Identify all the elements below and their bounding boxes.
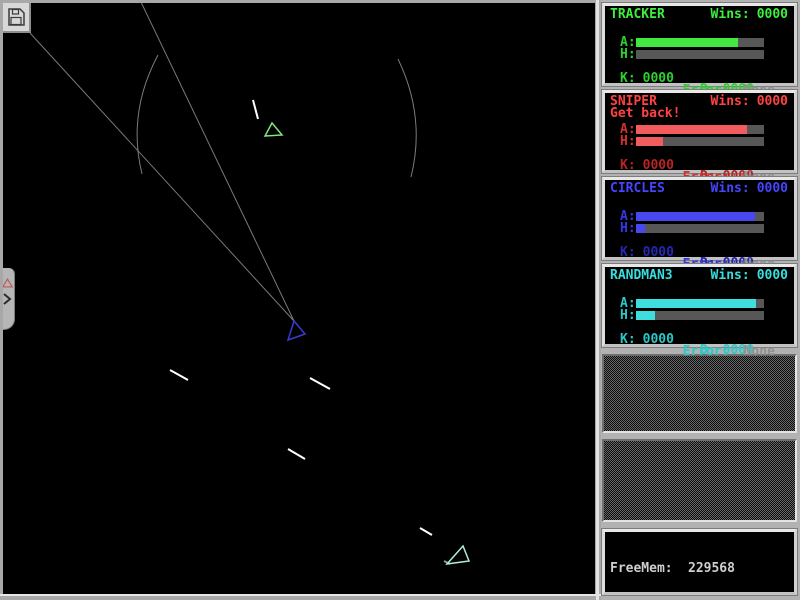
wins-counter: Wins: 0000 — [710, 7, 788, 22]
armor-track — [636, 38, 764, 47]
armor-bar: A: — [620, 209, 794, 224]
kill-death-row: K:0000 D:0000 — [605, 323, 794, 367]
heat-fill — [636, 137, 663, 146]
kills-counter: K: 0000 — [620, 332, 674, 347]
heat-label: H: — [620, 221, 636, 236]
projectile — [169, 369, 189, 381]
armor-label: A: — [620, 296, 636, 311]
heat-bar: H: — [620, 221, 794, 236]
wins-counter: Wins: 0000 — [710, 94, 788, 109]
armor-label: A: — [620, 209, 636, 224]
wins-counter: Wins: 0000 — [710, 268, 788, 283]
robot-message: Get back! — [610, 106, 681, 121]
heat-label: H: — [620, 47, 636, 62]
heat-bar: H: — [620, 134, 794, 149]
scanner-beam — [140, 3, 295, 322]
floppy-disk-icon — [7, 7, 25, 26]
projectile — [419, 527, 433, 536]
arena-canvas — [29, 3, 471, 566]
heat-label: H: — [620, 134, 636, 149]
armor-track — [636, 299, 764, 308]
circles-robot — [286, 319, 307, 342]
heat-track — [636, 50, 764, 59]
armor-label: A: — [620, 122, 636, 137]
robot-name: TRACKER — [610, 7, 665, 22]
robot-panel-circles: CIRCLES Wins:0000 A: H: K:0000 D:0000 Er… — [601, 176, 798, 271]
robot-panel-tracker: TRACKER Wins:0000 A: H: K:0000 D:0000 Er… — [601, 2, 798, 97]
projectile — [287, 448, 306, 460]
scan-arc — [136, 54, 159, 175]
kills-counter: K: 0000 — [620, 158, 674, 173]
save-button[interactable] — [3, 3, 31, 33]
heat-fill — [636, 224, 645, 233]
armor-track — [636, 212, 764, 221]
empty-robot-slot — [602, 354, 797, 433]
battle-arena — [3, 3, 595, 594]
panel-title-row: CIRCLES Wins: 0000 — [610, 181, 788, 196]
panel-title-row: TRACKER Wins: 0000 — [610, 7, 788, 22]
error-row: Error: None — [620, 335, 794, 368]
heat-track — [636, 137, 764, 146]
projectile — [252, 99, 259, 120]
heat-bar: H: — [620, 47, 794, 62]
scanner-beam — [29, 32, 295, 322]
heat-track — [636, 224, 764, 233]
window-frame-bottom — [0, 594, 601, 596]
armor-bar: A: — [620, 296, 794, 311]
drawer-handle[interactable] — [3, 268, 15, 330]
heat-track — [636, 311, 764, 320]
projectile — [309, 377, 331, 390]
robot-name: SNIPER — [610, 94, 657, 109]
chevron-right-icon — [3, 293, 12, 305]
heat-fill — [636, 311, 656, 320]
armor-bar: A: — [620, 122, 794, 137]
kills-counter: K: 0000 — [620, 71, 674, 86]
robot-name: CIRCLES — [610, 181, 665, 196]
red-triangle-icon — [3, 278, 13, 288]
armor-fill — [636, 38, 739, 47]
robot-panel-sniper: SNIPER Wins: 0000 Get back! A: H: K: 0000 … — [601, 89, 798, 184]
armor-track — [636, 125, 764, 134]
kills-counter: K: 0000 — [620, 245, 674, 260]
armor-fill — [636, 212, 756, 221]
error-label: Error: — [682, 344, 730, 359]
robot-name: RANDMAN3 — [610, 268, 673, 283]
wins-counter: Wins: 0000 — [710, 181, 788, 196]
armor-label: A: — [620, 35, 636, 50]
deaths-counter: D:0000 — [700, 343, 754, 358]
arena-sidebar-divider — [596, 0, 599, 600]
panel-title-row: RANDMAN3 Wins: 0000 — [610, 268, 788, 283]
armor-bar: A: — [620, 35, 794, 50]
error-value: None — [743, 344, 775, 359]
scan-arc — [397, 58, 417, 178]
match-info-panel: FreeMem:229568 Cycle:000000320 Limit:000… — [601, 528, 798, 596]
heat-bar: H: — [620, 308, 794, 323]
tracker-robot — [263, 121, 284, 137]
randman3-robot — [445, 544, 471, 566]
robot-panel-randman3: RANDMAN3 Wins: 0000 A: H: K: 0000 D: 0000 E… — [601, 263, 798, 358]
panel-title-row: SNIPER Wins: 0000 — [610, 94, 788, 109]
status-sidebar: TRACKER Wins:0000 A: H: K:0000 D:0000 Er… — [601, 0, 800, 600]
heat-label: H: — [620, 308, 636, 323]
armor-fill — [636, 299, 757, 308]
freemem-row: FreeMem: 229568 — [610, 561, 735, 576]
kill-death-row: K:0000 D:0000 — [605, 149, 794, 193]
armor-fill — [636, 125, 748, 134]
empty-robot-slot — [602, 439, 797, 522]
